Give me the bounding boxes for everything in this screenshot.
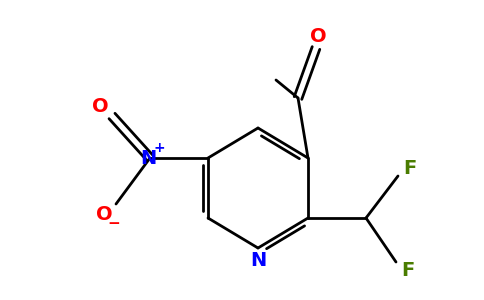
Text: O: O bbox=[91, 97, 108, 116]
Text: N: N bbox=[140, 148, 156, 167]
Text: N: N bbox=[250, 250, 266, 269]
Text: F: F bbox=[401, 260, 415, 280]
Text: O: O bbox=[96, 205, 112, 224]
Text: +: + bbox=[153, 141, 165, 155]
Text: F: F bbox=[403, 158, 417, 178]
Text: −: − bbox=[107, 217, 121, 232]
Text: O: O bbox=[310, 26, 326, 46]
